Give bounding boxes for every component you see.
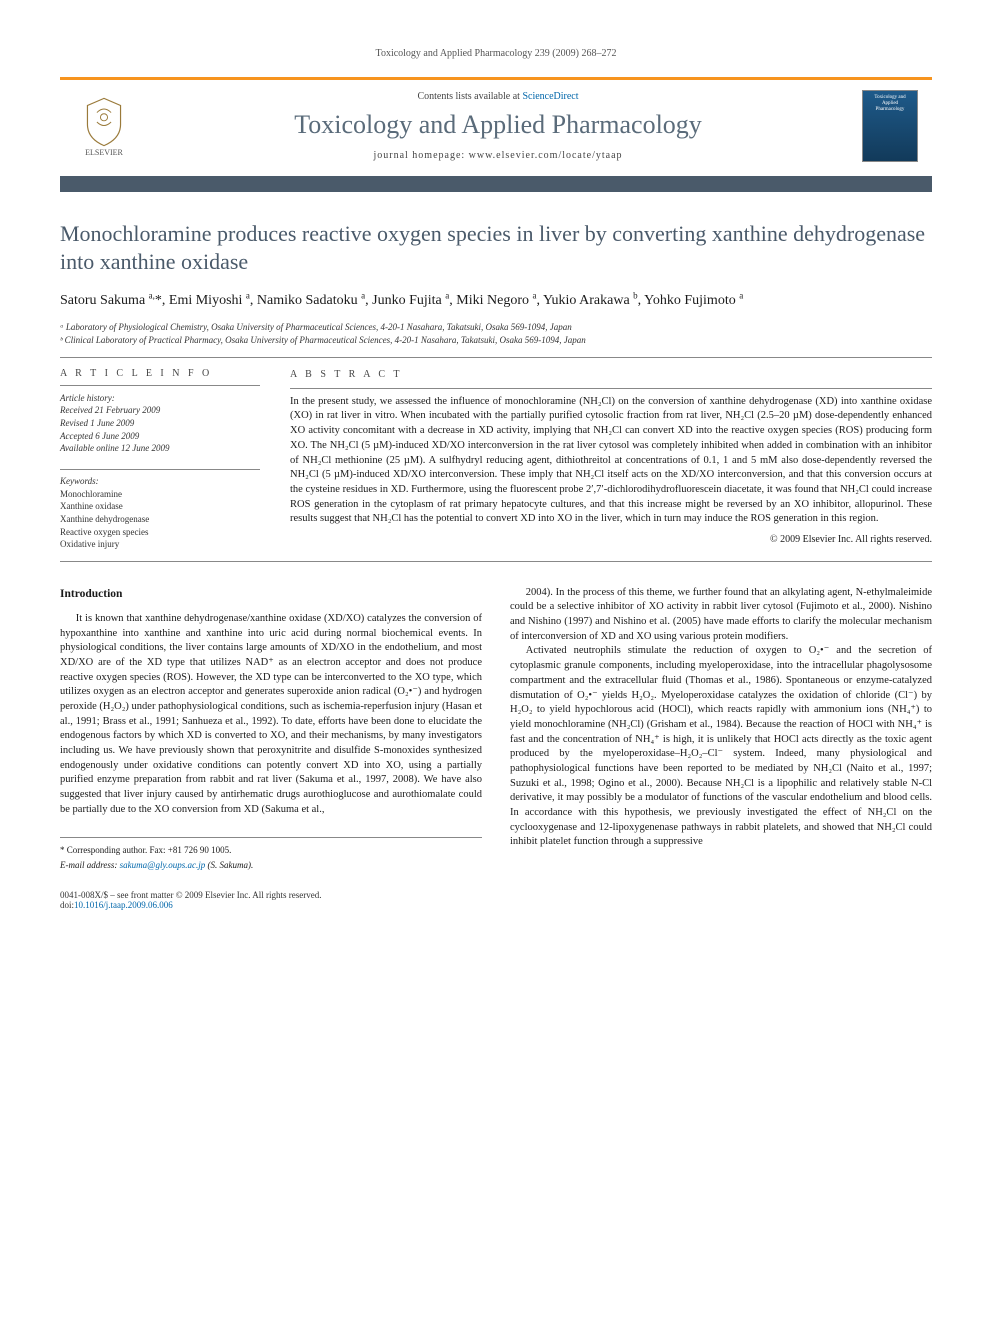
- doi-link[interactable]: 10.1016/j.taap.2009.06.006: [74, 900, 173, 910]
- journal-masthead: ELSEVIER Contents lists available at Sci…: [60, 77, 932, 192]
- article-title: Monochloramine produces reactive oxygen …: [60, 220, 932, 275]
- contents-available-line: Contents lists available at ScienceDirec…: [152, 91, 844, 102]
- affiliations: ᵃ Laboratory of Physiological Chemistry,…: [60, 321, 932, 347]
- corresponding-email-link[interactable]: sakuma@gly.oups.ac.jp: [120, 860, 206, 870]
- history-label: Article history:: [60, 392, 260, 405]
- page-footer: 0041-008X/$ – see front matter © 2009 El…: [60, 890, 932, 910]
- history-online: Available online 12 June 2009: [60, 442, 260, 455]
- article-body: Introduction It is known that xanthine d…: [60, 586, 932, 872]
- keyword: Xanthine dehydrogenase: [60, 513, 260, 526]
- abstract-block: A B S T R A C T In the present study, we…: [290, 368, 932, 551]
- email-suffix: (S. Sakuma).: [205, 860, 253, 870]
- affiliation-a: ᵃ Laboratory of Physiological Chemistry,…: [60, 321, 932, 334]
- history-accepted: Accepted 6 June 2009: [60, 430, 260, 443]
- keywords-label: Keywords:: [60, 476, 260, 486]
- keyword: Reactive oxygen species: [60, 526, 260, 539]
- authors-list: Satoru Sakuma a,*, Emi Miyoshi a, Namiko…: [60, 291, 932, 311]
- body-paragraph: Activated neutrophils stimulate the redu…: [510, 644, 932, 850]
- elsevier-logo: ELSEVIER: [74, 91, 134, 161]
- corresponding-author-line: * Corresponding author. Fax: +81 726 90 …: [60, 844, 482, 857]
- article-info-block: A R T I C L E I N F O Article history: R…: [60, 368, 260, 551]
- abstract-copyright: © 2009 Elsevier Inc. All rights reserved…: [290, 533, 932, 547]
- publisher-name: ELSEVIER: [85, 148, 123, 157]
- abstract-text: In the present study, we assessed the in…: [290, 395, 932, 527]
- keyword: Monochloramine: [60, 488, 260, 501]
- running-header: Toxicology and Applied Pharmacology 239 …: [60, 48, 932, 59]
- front-matter-line: 0041-008X/$ – see front matter © 2009 El…: [60, 890, 322, 900]
- divider: [60, 357, 932, 358]
- email-label: E-mail address:: [60, 860, 120, 870]
- doi-prefix: doi:: [60, 900, 74, 910]
- corresponding-author-footnote: * Corresponding author. Fax: +81 726 90 …: [60, 837, 482, 871]
- journal-name: Toxicology and Applied Pharmacology: [152, 110, 844, 140]
- journal-cover-thumbnail: Toxicology and Applied Pharmacology: [862, 90, 918, 162]
- divider: [60, 561, 932, 562]
- article-info-heading: A R T I C L E I N F O: [60, 368, 260, 379]
- history-received: Received 21 February 2009: [60, 404, 260, 417]
- body-paragraph: 2004). In the process of this theme, we …: [510, 586, 932, 645]
- abstract-heading: A B S T R A C T: [290, 368, 932, 382]
- sciencedirect-link[interactable]: ScienceDirect: [522, 91, 578, 102]
- keyword: Oxidative injury: [60, 538, 260, 551]
- affiliation-b: ᵇ Clinical Laboratory of Practical Pharm…: [60, 334, 932, 347]
- journal-homepage-line: journal homepage: www.elsevier.com/locat…: [152, 150, 844, 161]
- section-heading-introduction: Introduction: [60, 586, 482, 602]
- body-paragraph: It is known that xanthine dehydrogenase/…: [60, 612, 482, 818]
- keyword: Xanthine oxidase: [60, 500, 260, 513]
- history-revised: Revised 1 June 2009: [60, 417, 260, 430]
